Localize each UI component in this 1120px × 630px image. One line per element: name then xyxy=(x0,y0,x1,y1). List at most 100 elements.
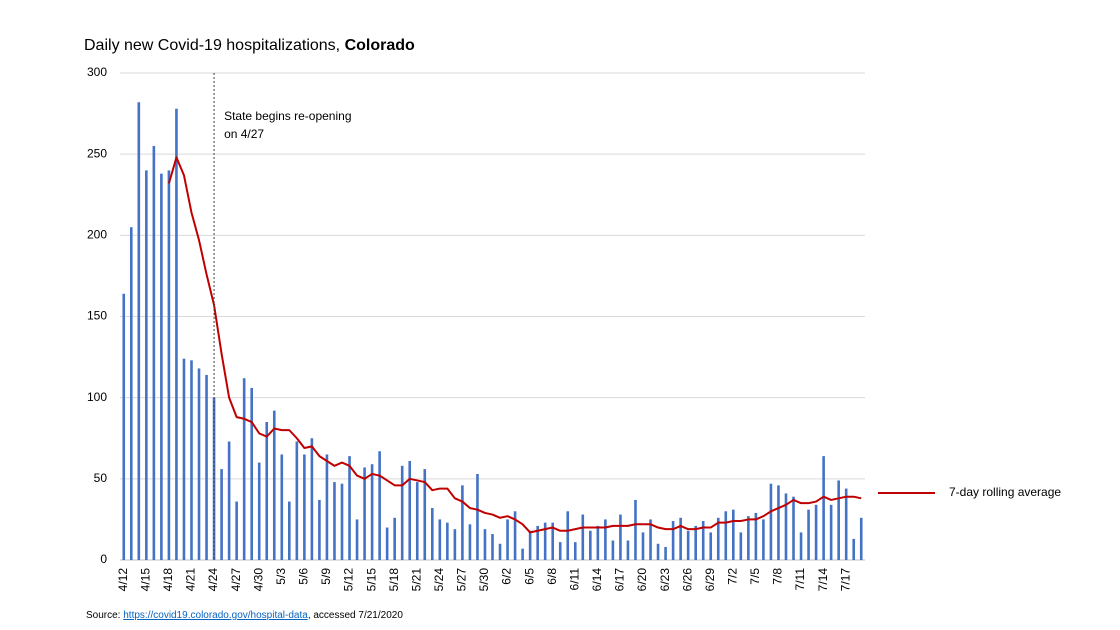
x-tick-label: 6/14 xyxy=(590,568,604,592)
source-link[interactable]: https://covid19.colorado.gov/hospital-da… xyxy=(123,610,308,621)
bar xyxy=(716,517,720,560)
x-tick-label: 6/5 xyxy=(522,568,536,585)
x-tick-label: 6/17 xyxy=(613,568,627,592)
x-tick-label: 4/27 xyxy=(229,568,243,592)
x-tick-label: 5/18 xyxy=(387,568,401,592)
bar xyxy=(355,519,359,560)
x-tick-label: 4/24 xyxy=(206,568,220,592)
bar xyxy=(265,422,269,560)
x-tick-label: 5/3 xyxy=(274,568,288,585)
bar xyxy=(837,480,840,560)
bar xyxy=(220,469,223,560)
bar xyxy=(438,519,442,560)
bar xyxy=(551,522,555,560)
x-tick-label: 5/30 xyxy=(477,568,491,592)
bar xyxy=(370,464,374,560)
y-tick-label: 250 xyxy=(87,146,107,160)
bar xyxy=(363,467,366,560)
bar xyxy=(521,548,524,560)
bar xyxy=(739,532,743,560)
bar xyxy=(453,529,457,560)
bar xyxy=(242,378,246,560)
bar xyxy=(288,501,291,560)
bar xyxy=(318,499,321,560)
x-tick-label: 4/15 xyxy=(139,568,153,592)
source-prefix: Source: xyxy=(86,610,120,621)
bar xyxy=(333,482,336,560)
bar xyxy=(536,525,539,560)
bar xyxy=(634,499,637,560)
bar xyxy=(641,532,645,560)
bar xyxy=(799,532,803,560)
bar xyxy=(461,485,464,560)
annotation-text: State begins re-opening xyxy=(224,109,351,123)
bar xyxy=(415,482,419,560)
bar xyxy=(340,483,344,560)
bar xyxy=(175,108,178,561)
bar xyxy=(182,358,186,560)
bar xyxy=(393,517,396,560)
x-tick-label: 6/23 xyxy=(658,568,672,592)
bar xyxy=(137,102,141,560)
title-text: Daily new Covid-19 hospitalizations, xyxy=(84,37,340,54)
bar xyxy=(852,538,856,560)
x-tick-label: 5/24 xyxy=(432,568,446,592)
bar xyxy=(792,496,795,560)
bar xyxy=(408,460,412,560)
x-tick-label: 4/30 xyxy=(251,568,265,592)
bar xyxy=(664,547,667,560)
bar xyxy=(476,473,479,560)
chart-title: Daily new Covid-19 hospitalizations, Col… xyxy=(84,37,415,54)
plot-area: 0 50 100 150 200 250 300 4/12 4/15 4/18 4/21 4/24 4/… xyxy=(87,65,1061,591)
bar xyxy=(747,516,750,560)
x-tick-label: 5/6 xyxy=(297,568,311,585)
annotation-text: on 4/27 xyxy=(224,127,264,141)
bar xyxy=(701,521,705,560)
bar xyxy=(250,387,253,560)
bar xyxy=(423,469,427,560)
bar xyxy=(506,519,509,560)
x-tick-label: 5/27 xyxy=(455,568,469,592)
bar xyxy=(611,540,615,560)
bar xyxy=(724,511,728,560)
x-tick-label: 5/15 xyxy=(364,568,378,592)
bar xyxy=(679,517,682,560)
bar xyxy=(784,493,788,560)
bar xyxy=(205,374,208,560)
x-tick-label: 7/11 xyxy=(793,568,807,591)
bar xyxy=(310,438,314,560)
y-tick-label: 300 xyxy=(87,65,107,79)
bar xyxy=(762,519,765,560)
bar xyxy=(649,519,652,560)
source: Source: https://covid19.colorado.gov/hos… xyxy=(86,610,403,621)
bar xyxy=(385,527,389,560)
bar xyxy=(190,360,193,560)
bar xyxy=(709,532,713,560)
bar xyxy=(671,521,675,560)
bar xyxy=(430,508,434,560)
x-tick-label: 7/5 xyxy=(748,568,762,585)
y-tick-label: 0 xyxy=(100,552,107,566)
bar xyxy=(257,462,261,560)
bar xyxy=(122,293,126,560)
y-tick-label: 100 xyxy=(87,390,107,404)
bar xyxy=(167,170,171,560)
bar xyxy=(581,514,585,560)
bar xyxy=(498,543,502,560)
bar xyxy=(295,441,299,560)
bar xyxy=(844,488,848,560)
bar xyxy=(543,522,547,560)
bar xyxy=(822,456,825,560)
bar xyxy=(596,525,600,560)
bar xyxy=(152,146,156,561)
x-tick-label: 6/11 xyxy=(567,568,581,591)
title-bold: Colorado xyxy=(345,37,415,54)
bar xyxy=(566,511,570,560)
x-tick-label: 5/12 xyxy=(342,568,356,592)
bar xyxy=(145,170,148,560)
x-tick-label: 5/9 xyxy=(319,568,333,585)
bar xyxy=(325,454,329,560)
x-tick-label: 5/21 xyxy=(409,568,423,592)
bar xyxy=(513,511,517,560)
